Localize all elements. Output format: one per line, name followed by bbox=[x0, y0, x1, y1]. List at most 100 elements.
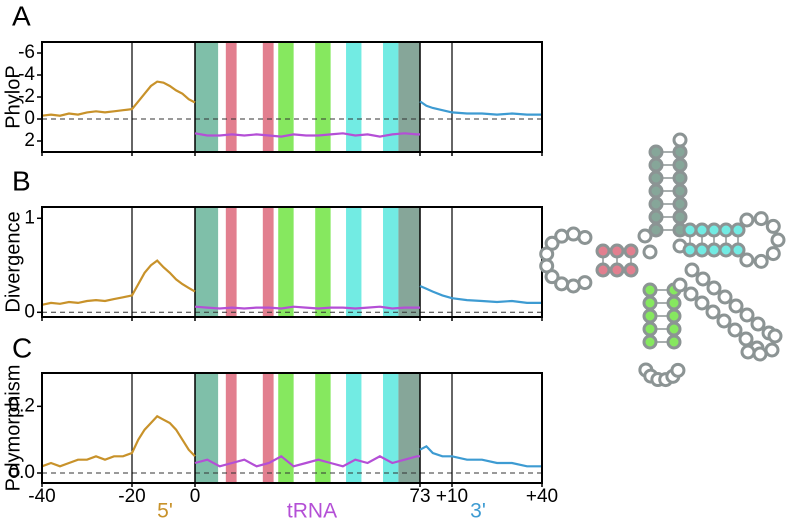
nucleotide bbox=[684, 262, 700, 278]
y-tick-label: -4 bbox=[18, 64, 35, 85]
nucleotide bbox=[648, 183, 664, 199]
region-label: tRNA bbox=[287, 500, 337, 520]
series-line bbox=[194, 132, 420, 138]
x-tick-label: -20 bbox=[118, 486, 145, 507]
nucleotide bbox=[642, 295, 658, 311]
nucleotide bbox=[539, 246, 555, 262]
nucleotide bbox=[672, 277, 688, 293]
plot-frame bbox=[41, 372, 543, 484]
nucleotide bbox=[672, 170, 688, 186]
nucleotide bbox=[666, 321, 682, 337]
stem-band bbox=[383, 207, 399, 317]
series-line bbox=[419, 100, 542, 116]
nucleotide bbox=[670, 362, 686, 378]
nucleotide bbox=[623, 262, 639, 278]
nucleotide bbox=[648, 222, 664, 238]
x-tick-label: 73 bbox=[409, 486, 430, 507]
nucleotide bbox=[728, 298, 744, 314]
nucleotide bbox=[739, 252, 755, 268]
nucleotide bbox=[648, 170, 664, 186]
nucleotide bbox=[666, 334, 682, 350]
nucleotide bbox=[648, 157, 664, 173]
panel-letter: C bbox=[12, 332, 32, 363]
nucleotide bbox=[765, 218, 781, 234]
nucleotide bbox=[648, 209, 664, 225]
stem-band bbox=[315, 42, 331, 152]
stem-band bbox=[346, 207, 362, 317]
nucleotide bbox=[648, 196, 664, 212]
x-tick-label: 0 bbox=[190, 486, 201, 507]
stem-band bbox=[225, 207, 237, 317]
nucleotide bbox=[727, 322, 743, 338]
y-tick-label: 1 bbox=[24, 207, 35, 228]
nucleotide bbox=[595, 243, 611, 259]
series-line bbox=[41, 259, 196, 306]
nucleotide bbox=[694, 242, 710, 258]
panel-letter: A bbox=[12, 0, 31, 31]
nucleotide bbox=[682, 242, 698, 258]
nucleotide bbox=[739, 212, 755, 228]
stem-band bbox=[278, 207, 294, 317]
x-tick-label: +10 bbox=[436, 486, 468, 507]
stem-band bbox=[278, 373, 294, 483]
y-axis-label: Divergence bbox=[2, 211, 24, 312]
nucleotide bbox=[672, 183, 688, 199]
nucleotide bbox=[750, 316, 766, 332]
nucleotide bbox=[730, 222, 746, 238]
nucleotide bbox=[694, 295, 710, 311]
stem-band bbox=[315, 373, 331, 483]
series-line bbox=[194, 454, 420, 468]
nucleotide bbox=[672, 196, 688, 212]
nucleotide bbox=[642, 308, 658, 324]
nucleotide bbox=[705, 304, 721, 320]
nucleotide bbox=[672, 144, 688, 160]
nucleotide bbox=[765, 246, 781, 262]
nucleotide bbox=[642, 244, 658, 260]
stem-band bbox=[195, 373, 219, 483]
nucleotide bbox=[706, 280, 722, 296]
nucleotide bbox=[730, 242, 746, 258]
stem-band bbox=[225, 42, 237, 152]
series-line bbox=[41, 414, 196, 468]
region-label: 5' bbox=[157, 500, 173, 520]
nucleotide bbox=[739, 307, 755, 323]
stem-band bbox=[383, 373, 399, 483]
panel-letter: B bbox=[12, 165, 31, 196]
nucleotide bbox=[672, 157, 688, 173]
stem-band bbox=[262, 207, 274, 317]
nucleotide bbox=[717, 289, 733, 305]
region-label: 3' bbox=[470, 500, 486, 520]
nucleotide bbox=[716, 313, 732, 329]
nucleotide bbox=[683, 286, 699, 302]
nucleotide bbox=[753, 253, 769, 269]
nucleotide bbox=[565, 226, 581, 242]
nucleotide bbox=[642, 334, 658, 350]
nucleotide bbox=[595, 262, 611, 278]
nucleotide bbox=[770, 232, 786, 248]
nucleotide bbox=[623, 243, 639, 259]
x-tick-label: +40 bbox=[526, 486, 558, 507]
nucleotide bbox=[672, 132, 688, 148]
nucleotide bbox=[706, 222, 722, 238]
nucleotide bbox=[718, 242, 734, 258]
nucleotide bbox=[695, 271, 711, 287]
stem-band bbox=[398, 42, 420, 152]
nucleotide bbox=[554, 228, 570, 244]
stem-band bbox=[315, 207, 331, 317]
y-axis-label: Polymorphism bbox=[2, 365, 24, 492]
nucleotide bbox=[672, 209, 688, 225]
nucleotide bbox=[554, 276, 570, 292]
stem-band bbox=[383, 42, 399, 152]
nucleotide bbox=[718, 222, 734, 238]
nucleotide bbox=[753, 211, 769, 227]
nucleotide bbox=[738, 331, 754, 347]
series-line bbox=[419, 444, 542, 468]
nucleotide bbox=[609, 262, 625, 278]
nucleotide bbox=[637, 228, 653, 244]
y-tick-label: 0 bbox=[24, 108, 35, 129]
stem-band bbox=[195, 207, 219, 317]
nucleotide bbox=[767, 328, 783, 344]
